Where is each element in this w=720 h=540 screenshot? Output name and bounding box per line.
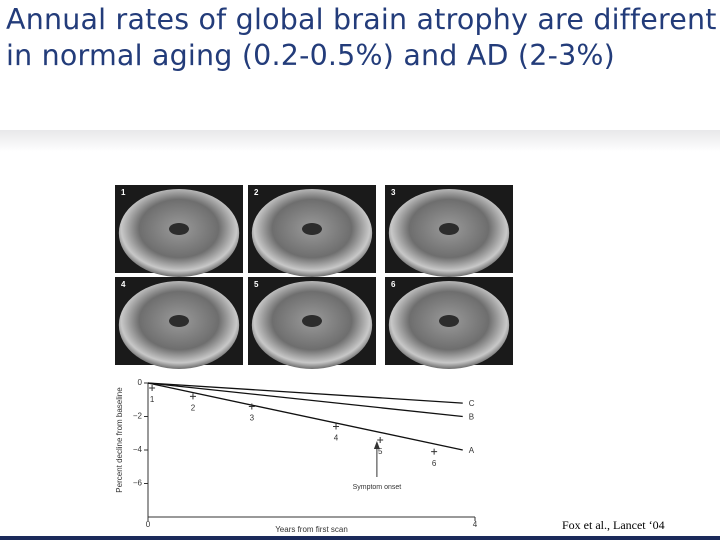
x-tick-label: 4 [473, 520, 478, 529]
ventricle [302, 315, 322, 327]
panel-label: 4 [121, 280, 126, 289]
scan-marker [333, 423, 340, 430]
arrow-head [373, 441, 380, 449]
series-label: B [469, 413, 474, 422]
y-tick-label: 0 [138, 378, 143, 387]
panel-label: 1 [121, 188, 126, 197]
series-line [147, 382, 463, 418]
chart: 0 −2 −4 −6 0 4 Years from first scan Percent de… [115, 378, 478, 534]
panel-label: 3 [391, 188, 396, 197]
bottom-bar [0, 536, 720, 540]
scan-label: 5 [378, 447, 383, 456]
series-line [147, 382, 463, 404]
y-tick-label: −2 [133, 412, 143, 421]
header-shade [0, 130, 720, 152]
scan-marker [248, 403, 255, 410]
scan-label: 2 [191, 404, 196, 413]
ventricle [169, 315, 189, 327]
series-line [147, 382, 463, 451]
ventricle [169, 223, 189, 235]
y-tick-label: −6 [133, 479, 143, 488]
ventricle [439, 315, 459, 327]
x-tick-label: 0 [146, 520, 151, 529]
x-axis-label: Years from first scan [275, 525, 348, 534]
panel-label: 2 [254, 188, 259, 197]
scan-marker [431, 448, 438, 455]
series-label: A [469, 446, 475, 455]
y-tick-label: −4 [133, 445, 143, 454]
slide-title: Annual rates of global brain atrophy are… [6, 3, 717, 72]
scan-label: 4 [334, 434, 339, 443]
scan-marker [189, 393, 196, 400]
citation: Fox et al., Lancet ‘04 [562, 518, 665, 532]
scan-label: 3 [250, 414, 255, 423]
series-label: C [469, 399, 475, 408]
ventricle [439, 223, 459, 235]
scan-marker [377, 436, 384, 443]
panel-label: 6 [391, 280, 396, 289]
panel-label: 5 [254, 280, 259, 289]
scan-label: 6 [432, 459, 437, 468]
annotation-text: Symptom onset [353, 484, 402, 491]
ventricle [302, 223, 322, 235]
y-axis-label: Percent decline from baseline [115, 387, 124, 493]
mri-panels: 1 2 3 4 5 6 [115, 185, 513, 369]
scan-label: 1 [150, 395, 155, 404]
scan-marker [149, 385, 156, 392]
